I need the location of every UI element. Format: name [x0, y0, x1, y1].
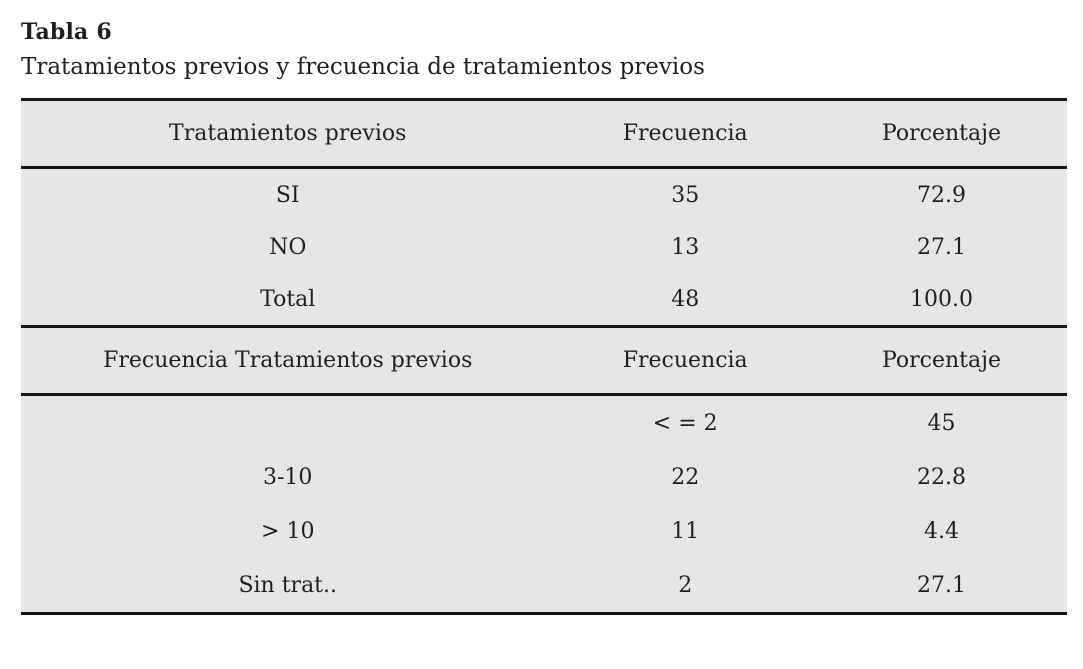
section2-header-percentage: Porcentaje: [815, 325, 1067, 396]
cell-frequency: 22: [671, 464, 700, 490]
cell-label: [21, 395, 554, 451]
table-caption: Tratamientos previos y frecuencia de tra…: [21, 54, 705, 80]
cell-frequency: 13: [671, 234, 700, 260]
treatments-frequency-table: Tratamientos previos Frecuencia Porcenta…: [21, 98, 1067, 615]
cell-percentage: 27.1: [916, 234, 966, 260]
cell-percentage: 45: [927, 410, 956, 436]
table-row-lte2: < = 2 45: [21, 395, 1067, 451]
section1-header-row: Tratamientos previos Frecuencia Porcenta…: [21, 99, 1067, 169]
cell-percentage: 72.9: [916, 182, 966, 208]
table-row-3-10: 3-10 22 22.8: [21, 450, 1067, 504]
section1-header-treatments: Tratamientos previos: [21, 99, 555, 169]
table-row-no: NO 13 27.1: [21, 221, 1067, 273]
cell-percentage: 100.0: [909, 286, 973, 312]
cell-percentage: 4.4: [923, 518, 959, 544]
cell-label: Total: [260, 286, 316, 312]
table-row-sin-trat: Sin trat.. 2 27.1: [21, 558, 1067, 614]
cell-label: > 10: [261, 518, 315, 544]
section1-header-frequency: Frecuencia: [554, 99, 816, 169]
cell-frequency: 2: [678, 572, 693, 598]
cell-frequency: 11: [671, 518, 700, 544]
cell-label: SI: [275, 182, 300, 208]
section2-header-frequency: Frecuencia: [554, 325, 816, 396]
page: Tabla 6 Tratamientos previos y frecuenci…: [0, 19, 1083, 615]
cell-label: NO: [269, 234, 307, 260]
cell-label: 3-10: [263, 464, 313, 490]
cell-label: Sin trat..: [238, 572, 338, 598]
cell-frequency: 48: [671, 286, 700, 312]
cell-percentage: 22.8: [916, 464, 966, 490]
table-row-total: Total 48 100.0: [21, 273, 1067, 327]
section2-header-freq-treatments: Frecuencia Tratamientos previos: [21, 325, 555, 396]
cell-percentage: 27.1: [916, 572, 966, 598]
cell-frequency: 35: [671, 182, 700, 208]
table-row-gt10: > 10 11 4.4: [21, 504, 1067, 558]
table-label: Tabla 6: [21, 19, 112, 45]
section2-header-row: Frecuencia Tratamientos previos Frecuenc…: [21, 325, 1067, 396]
table-row-si: SI 35 72.9: [21, 168, 1067, 222]
section1-header-percentage: Porcentaje: [815, 99, 1067, 169]
cell-frequency: < = 2: [652, 410, 718, 436]
